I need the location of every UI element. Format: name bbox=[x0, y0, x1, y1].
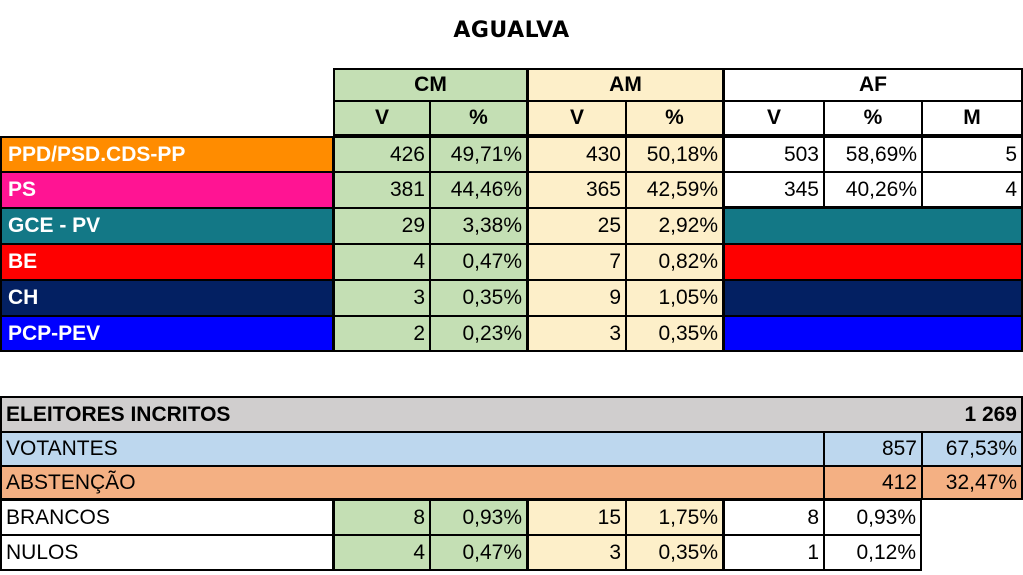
subheader-af-v: V bbox=[724, 101, 824, 136]
cell-cm-v: 2 bbox=[333, 316, 430, 352]
nulos-label: NULOS bbox=[0, 535, 333, 571]
subheader-am-pct: % bbox=[626, 101, 724, 136]
cell-af-pct: 58,69% bbox=[824, 136, 922, 172]
cell-cm-v: 426 bbox=[333, 136, 430, 172]
af-color-band-pcp-pev bbox=[724, 316, 1023, 352]
votantes-pct: 67,53% bbox=[922, 432, 1023, 466]
nulos-am-pct: 0,35% bbox=[626, 535, 724, 571]
brancos-af-pct: 0,93% bbox=[824, 500, 922, 535]
cell-am-pct: 2,92% bbox=[626, 208, 724, 244]
af-color-band-gce-pv bbox=[724, 208, 1023, 244]
nulos-af-v: 1 bbox=[724, 535, 824, 571]
abstencao-value: 412 bbox=[824, 466, 922, 500]
cell-cm-pct: 0,35% bbox=[430, 280, 528, 316]
cell-af-m: 4 bbox=[922, 172, 1023, 208]
cell-am-v: 430 bbox=[528, 136, 626, 172]
results-table: CM AM AF V % V % V % M PPD/PSD.CDS-PP 42… bbox=[0, 68, 1023, 361]
cell-am-pct: 0,82% bbox=[626, 244, 724, 280]
nulos-cm-pct: 0,47% bbox=[430, 535, 528, 571]
party-name-ps: PS bbox=[0, 172, 333, 208]
cell-cm-pct: 44,46% bbox=[430, 172, 528, 208]
eleitores-label: ELEITORES INCRITOS bbox=[0, 396, 922, 432]
cell-am-v: 25 bbox=[528, 208, 626, 244]
party-name-pcp-pev: PCP-PEV bbox=[0, 316, 333, 352]
page-title: AGUALVA bbox=[453, 18, 570, 43]
brancos-label: BRANCOS bbox=[0, 500, 333, 535]
af-color-band-ch bbox=[724, 280, 1023, 316]
af-color-band-be bbox=[724, 244, 1023, 280]
cell-af-pct: 40,26% bbox=[824, 172, 922, 208]
cell-af-v: 345 bbox=[724, 172, 824, 208]
brancos-am-pct: 1,75% bbox=[626, 500, 724, 535]
subheader-af-pct: % bbox=[824, 101, 922, 136]
nulos-am-v: 3 bbox=[528, 535, 626, 571]
header-am: AM bbox=[528, 68, 724, 101]
votantes-label: VOTANTES bbox=[0, 432, 824, 466]
cell-am-pct: 1,05% bbox=[626, 280, 724, 316]
brancos-af-v: 8 bbox=[724, 500, 824, 535]
abstencao-pct: 32,47% bbox=[922, 466, 1023, 500]
cell-cm-pct: 49,71% bbox=[430, 136, 528, 172]
cell-am-v: 7 bbox=[528, 244, 626, 280]
brancos-cm-v: 8 bbox=[333, 500, 430, 535]
party-name-ppd-psd: PPD/PSD.CDS-PP bbox=[0, 136, 333, 172]
header-af: AF bbox=[724, 68, 1023, 101]
brancos-cm-pct: 0,93% bbox=[430, 500, 528, 535]
nulos-cm-v: 4 bbox=[333, 535, 430, 571]
subheader-cm-pct: % bbox=[430, 101, 528, 136]
cell-am-v: 365 bbox=[528, 172, 626, 208]
cell-am-pct: 50,18% bbox=[626, 136, 724, 172]
subheader-cm-v: V bbox=[333, 101, 430, 136]
cell-af-m: 5 bbox=[922, 136, 1023, 172]
cell-cm-pct: 0,23% bbox=[430, 316, 528, 352]
party-name-gce-pv: GCE - PV bbox=[0, 208, 333, 244]
subheader-am-v: V bbox=[528, 101, 626, 136]
header-cm: CM bbox=[333, 68, 528, 101]
eleitores-value: 1 269 bbox=[922, 396, 1023, 432]
subheader-af-m: M bbox=[922, 101, 1023, 136]
cell-af-v: 503 bbox=[724, 136, 824, 172]
votantes-value: 857 bbox=[824, 432, 922, 466]
cell-am-pct: 0,35% bbox=[626, 316, 724, 352]
party-name-be: BE bbox=[0, 244, 333, 280]
cell-cm-pct: 3,38% bbox=[430, 208, 528, 244]
cell-cm-v: 381 bbox=[333, 172, 430, 208]
cell-am-v: 3 bbox=[528, 316, 626, 352]
abstencao-label: ABSTENÇÃO bbox=[0, 466, 824, 500]
brancos-am-v: 15 bbox=[528, 500, 626, 535]
cell-am-v: 9 bbox=[528, 280, 626, 316]
cell-cm-v: 4 bbox=[333, 244, 430, 280]
cell-cm-pct: 0,47% bbox=[430, 244, 528, 280]
cell-am-pct: 42,59% bbox=[626, 172, 724, 208]
party-name-ch: CH bbox=[0, 280, 333, 316]
header-corner bbox=[0, 68, 333, 136]
nulos-af-pct: 0,12% bbox=[824, 535, 922, 571]
cell-cm-v: 29 bbox=[333, 208, 430, 244]
cell-cm-v: 3 bbox=[333, 280, 430, 316]
totals-table: ELEITORES INCRITOS 1 269 VOTANTES 857 67… bbox=[0, 396, 1023, 573]
